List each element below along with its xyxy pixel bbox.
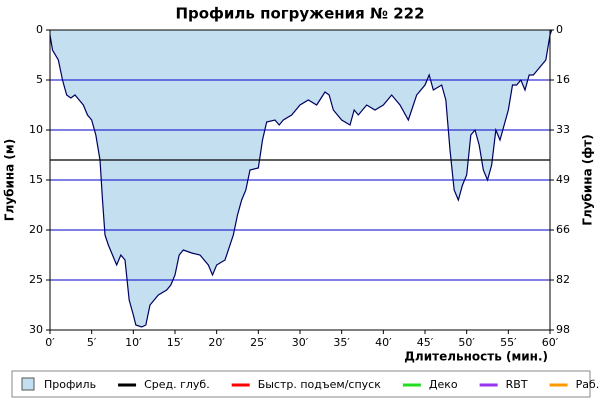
profile-line [49, 29, 553, 328]
legend-label: RBT [506, 378, 528, 391]
x-tick-label: 15′ [167, 336, 184, 349]
y-tick-label: 30 [29, 323, 43, 336]
x-tick-label: 45′ [417, 336, 434, 349]
y2-tick-label: 66 [556, 223, 570, 236]
y2-tick-label: 33 [556, 123, 570, 136]
legend-label: Быстр. подъем/спуск [258, 378, 382, 391]
y-tick-label: 10 [29, 123, 43, 136]
chart-title: Профиль погружения № 222 [175, 5, 424, 23]
y2-tick-label: 49 [556, 173, 570, 186]
legend-label: Профиль [44, 378, 96, 391]
x-tick-label: 55′ [500, 336, 517, 349]
y2-axis-label: Глубина (фт) [581, 134, 595, 225]
y-tick-label: 5 [36, 73, 43, 86]
x-tick-label: 40′ [375, 336, 392, 349]
y-axis-label: Глубина (м) [3, 139, 17, 221]
x-tick-label: 25′ [250, 336, 267, 349]
plot-frame [49, 29, 551, 331]
area-fill [50, 30, 552, 327]
legend-label: Сред. глуб. [144, 378, 210, 391]
x-tick-label: 10′ [125, 336, 142, 349]
y2-tick-label: 0 [556, 23, 563, 36]
x-tick-label: 5′ [87, 336, 97, 349]
legend-label: Деко [429, 378, 458, 391]
y2-tick-label: 82 [556, 273, 570, 286]
y2-tick-label: 98 [556, 323, 570, 336]
legend-swatch [21, 377, 35, 391]
y-tick-label: 25 [29, 273, 43, 286]
x-tick-label: 20′ [208, 336, 225, 349]
y2-tick-label: 16 [556, 73, 570, 86]
x-tick-label: 35′ [333, 336, 350, 349]
x-axis-label: Длительность (мин.) [404, 350, 548, 364]
y-tick-label: 0 [36, 23, 43, 36]
y-tick-label: 15 [29, 173, 43, 186]
x-tick-label: 60′ [542, 336, 559, 349]
y-tick-label: 20 [29, 223, 43, 236]
legend-label: Раб. [576, 378, 600, 391]
x-tick-label: 30′ [292, 336, 309, 349]
x-tick-label: 50′ [458, 336, 475, 349]
x-tick-label: 0′ [45, 336, 55, 349]
